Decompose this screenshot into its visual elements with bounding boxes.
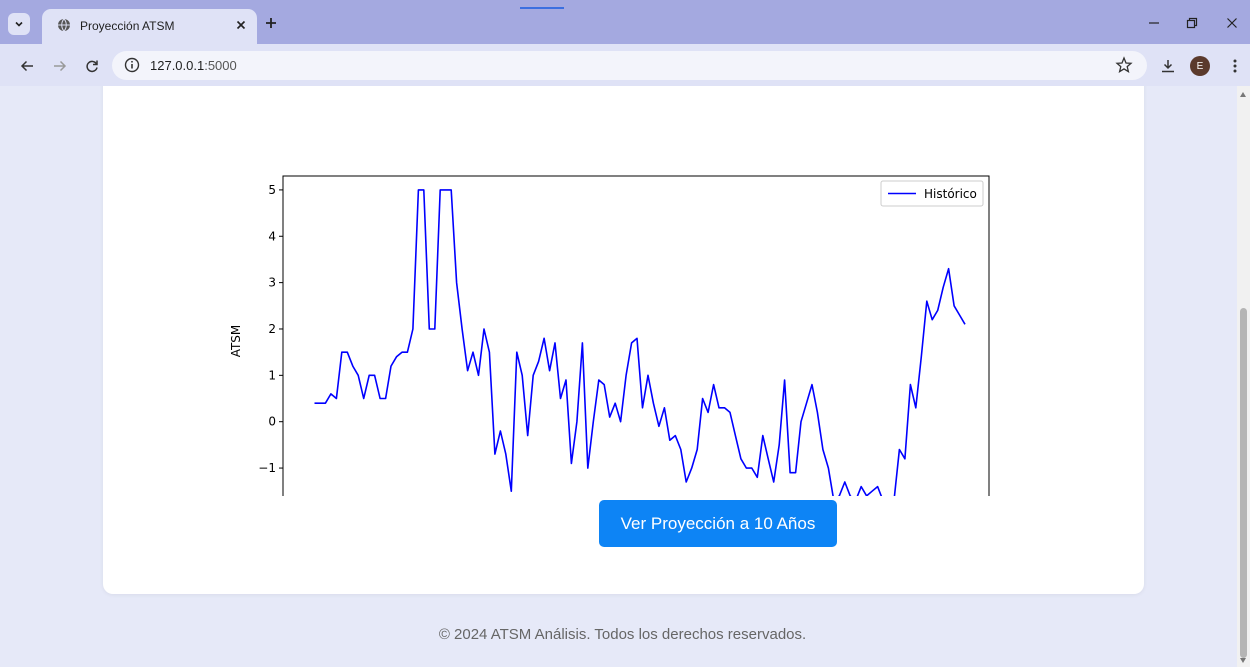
- tab-search-button[interactable]: [8, 13, 30, 35]
- scroll-thumb[interactable]: [1240, 308, 1247, 658]
- url-port: :5000: [204, 58, 237, 73]
- atsm-chart: 2014201520162017201820192020202120222023…: [229, 175, 990, 496]
- series-line-historico: [314, 189, 966, 496]
- close-tab-button[interactable]: [232, 16, 250, 34]
- kebab-menu-icon: [1233, 59, 1237, 73]
- url-host: 127.0.0.1: [150, 58, 205, 73]
- info-icon[interactable]: [124, 57, 140, 73]
- scroll-up-arrow[interactable]: [1240, 92, 1246, 97]
- forward-button[interactable]: [50, 56, 70, 76]
- minimize-icon: [1149, 22, 1159, 24]
- downloads-button[interactable]: [1158, 56, 1178, 76]
- tab-active[interactable]: Proyección ATSM: [42, 9, 257, 44]
- reload-button[interactable]: [82, 56, 102, 76]
- content-card: 2014201520162017201820192020202120222023…: [103, 86, 1144, 594]
- arrow-left-icon: [20, 60, 33, 72]
- y-tick-label: 1: [268, 368, 276, 382]
- arrow-right-icon: [54, 60, 67, 72]
- y-tick-label: 0: [268, 415, 276, 429]
- close-icon: [1227, 18, 1237, 28]
- y-tick-label: 2: [268, 322, 276, 336]
- bookmark-star-icon[interactable]: [1115, 56, 1133, 74]
- y-axis-label: ATSM: [229, 325, 243, 358]
- profile-avatar[interactable]: E: [1190, 56, 1210, 76]
- back-button[interactable]: [17, 56, 37, 76]
- y-tick-label: 4: [268, 229, 276, 243]
- close-window-button[interactable]: [1221, 14, 1243, 32]
- browser-menu-button[interactable]: [1225, 56, 1245, 76]
- tab-strip-indicator: [520, 7, 564, 9]
- minimize-button[interactable]: [1143, 14, 1165, 32]
- address-bar[interactable]: 127.0.0.1:5000: [112, 51, 1147, 80]
- download-icon: [1162, 60, 1174, 73]
- reload-icon: [86, 60, 98, 73]
- tab-strip: Proyección ATSM: [0, 0, 1250, 44]
- new-tab-button[interactable]: [262, 14, 280, 32]
- scroll-down-arrow[interactable]: [1240, 658, 1246, 663]
- page-scrollbar[interactable]: [1237, 86, 1250, 667]
- chevron-down-icon: [15, 21, 23, 27]
- page-viewport: 2014201520162017201820192020202120222023…: [8, 86, 1237, 667]
- browser-toolbar: 127.0.0.1:5000 E: [0, 44, 1250, 86]
- restore-button[interactable]: [1181, 14, 1203, 32]
- tab-title: Proyección ATSM: [80, 19, 175, 33]
- plus-icon: [266, 18, 276, 28]
- globe-icon: [58, 18, 70, 32]
- footer-text: © 2024 ATSM Análisis. Todos los derechos…: [438, 626, 807, 643]
- legend-label: Histórico: [924, 187, 977, 201]
- y-tick-label: 3: [268, 276, 276, 290]
- plot-frame: [282, 175, 990, 496]
- projection-button[interactable]: Ver Proyección a 10 Años: [599, 500, 837, 547]
- y-tick-label: −1: [258, 461, 276, 475]
- y-tick-label: 5: [268, 183, 276, 197]
- url-text: 127.0.0.1:5000: [150, 58, 237, 73]
- close-icon: [236, 20, 246, 30]
- restore-icon: [1186, 17, 1198, 29]
- legend-box: [880, 180, 984, 207]
